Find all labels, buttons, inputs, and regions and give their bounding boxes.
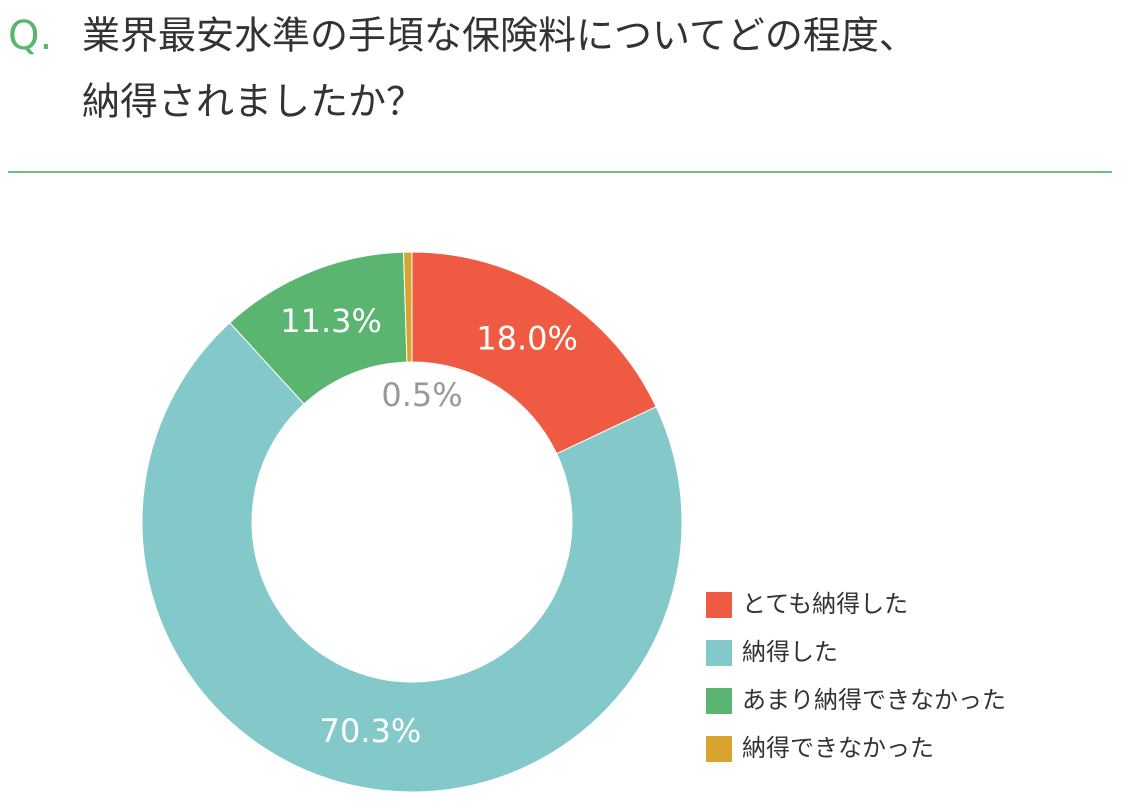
title-prefix: Q. (8, 13, 52, 59)
legend-label: あまり納得できなかった (742, 686, 1006, 714)
legend-label: とても納得した (742, 590, 908, 618)
legend-swatch (706, 640, 732, 666)
legend-label: 納得できなかった (742, 734, 934, 762)
value-label: 70.3% (320, 712, 422, 750)
value-label: 0.5% (381, 376, 462, 414)
donut-slice (411, 251, 657, 455)
legend-swatch (706, 736, 732, 762)
legend-label: 納得した (742, 638, 838, 666)
chart-title: 納得されましたか？ (82, 80, 424, 124)
donut-slice (403, 251, 413, 363)
value-label: 11.3% (280, 302, 382, 340)
chart-title: 業界最安水準の手頃な保険料についてどの程度、 (82, 14, 917, 58)
legend-swatch (706, 688, 732, 714)
donut-slice (141, 322, 683, 793)
value-label: 18.0% (476, 319, 578, 357)
legend-swatch (706, 592, 732, 618)
